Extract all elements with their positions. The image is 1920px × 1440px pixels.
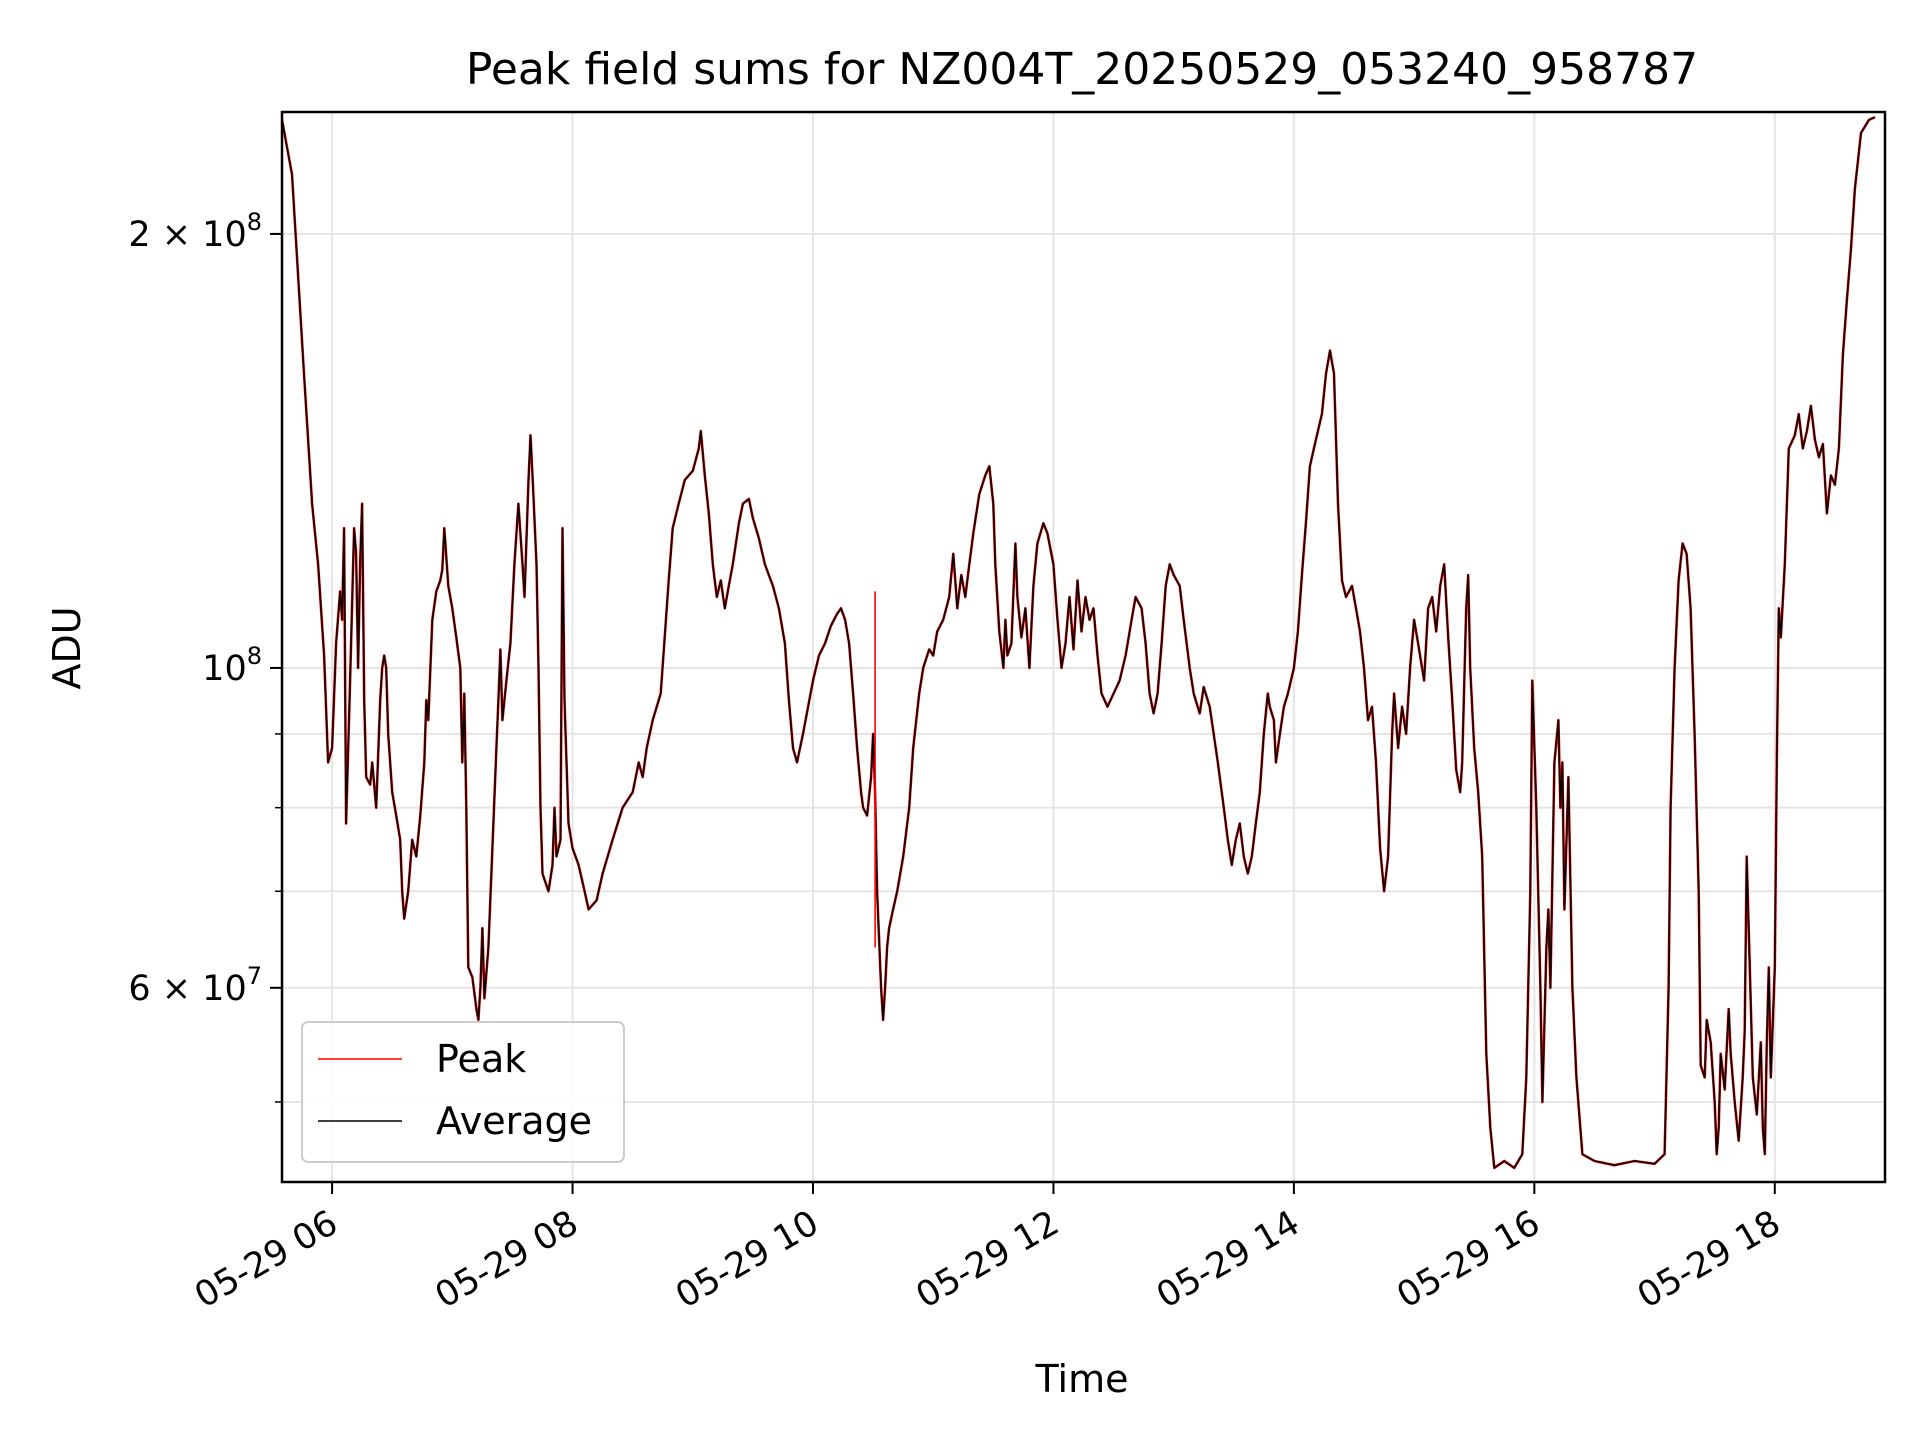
y-axis-label: ADU xyxy=(45,606,89,689)
legend: Peak Average xyxy=(301,1021,625,1163)
x-axis-label: Time xyxy=(1035,1357,1129,1401)
y-axis-ticks: 6 × 107 108 2 × 108 xyxy=(128,208,282,1103)
series-line-average xyxy=(282,116,1876,1169)
grid xyxy=(282,112,1885,1182)
legend-label-peak: Peak xyxy=(436,1037,526,1081)
y-tick-label: 2 × 108 xyxy=(128,208,262,255)
y-tick-label: 6 × 107 xyxy=(128,962,262,1009)
chart-title: Peak field sums for NZ004T_20250529_0532… xyxy=(466,44,1698,95)
legend-box xyxy=(301,1021,625,1163)
series-layer xyxy=(282,116,1876,1170)
y-tick-label: 108 xyxy=(202,642,262,689)
plot-frame xyxy=(280,110,1887,1184)
legend-label-average: Average xyxy=(436,1099,592,1143)
